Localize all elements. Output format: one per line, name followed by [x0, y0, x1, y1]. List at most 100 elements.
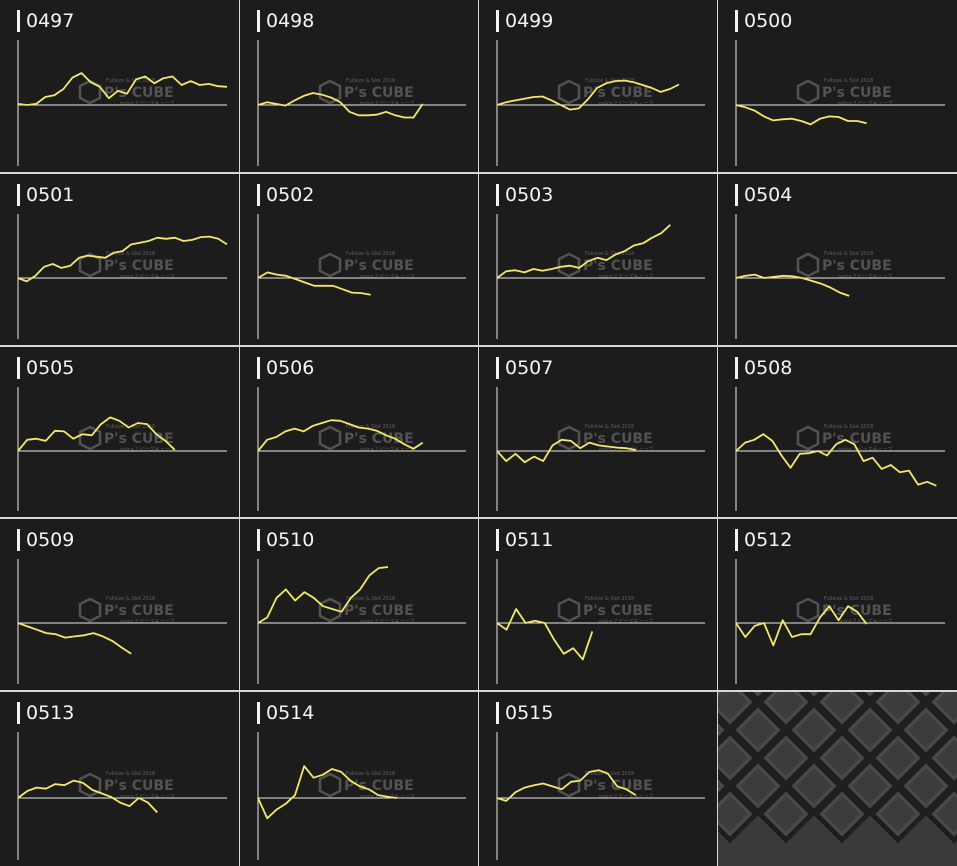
chart-panel: 0502 Fullsize & Slot 2018 P's CUBE noIco.2 …: [240, 174, 478, 345]
title-accent-bar: [257, 702, 260, 724]
svg-text:P's CUBE: P's CUBE: [344, 778, 414, 794]
svg-text:noIco.2 ピーズキューブ: noIco.2 ピーズキューブ: [120, 618, 174, 625]
cube-logo-icon: [78, 597, 102, 623]
chart-panel: 0506 Fullsize & Slot 2018 P's CUBE noIco.2 …: [240, 347, 478, 517]
title-accent-bar: [17, 357, 20, 379]
title-accent-bar: [496, 529, 499, 551]
svg-text:Fullsize & Slot 2018: Fullsize & Slot 2018: [585, 251, 634, 257]
chart-title: 0513: [26, 702, 75, 724]
chart-title: 0500: [744, 10, 793, 32]
chart-panel: 0514 Fullsize & Slot 2018 P's CUBE noIco.2 …: [240, 692, 478, 866]
svg-text:P's CUBE: P's CUBE: [344, 431, 414, 447]
cube-logo-icon: [318, 425, 342, 451]
svg-text:Fullsize & Slot 2018: Fullsize & Slot 2018: [106, 78, 155, 84]
series-line: [496, 769, 637, 802]
title-accent-bar: [735, 184, 738, 206]
chart-panel: 0510 Fullsize & Slot 2018 P's CUBE noIco.2 …: [240, 519, 478, 690]
series-line: [735, 104, 867, 126]
svg-text:noIco.2 ピーズキューブ: noIco.2 ピーズキューブ: [838, 446, 892, 453]
svg-text:P's CUBE: P's CUBE: [344, 603, 414, 619]
svg-text:P's CUBE: P's CUBE: [583, 85, 653, 101]
title-accent-bar: [735, 10, 738, 32]
svg-text:Fullsize & Slot 2018: Fullsize & Slot 2018: [346, 424, 395, 430]
chart-title: 0501: [26, 184, 75, 206]
series-line: [17, 235, 228, 283]
chart-title: 0511: [505, 529, 554, 551]
chart-panel: 0501 Fullsize & Slot 2018 P's CUBE noIco.2 …: [0, 174, 239, 345]
svg-text:noIco.2 ピーズキューブ: noIco.2 ピーズキューブ: [599, 618, 653, 625]
svg-text:Fullsize & Slot 2018: Fullsize & Slot 2018: [106, 251, 155, 257]
cube-logo-icon: [557, 79, 581, 105]
series-line: [257, 271, 371, 296]
cube-logo-icon: [557, 425, 581, 451]
svg-text:Fullsize & Slot 2018: Fullsize & Slot 2018: [824, 424, 873, 430]
chart-title: 0504: [744, 184, 793, 206]
svg-text:Fullsize & Slot 2018: Fullsize & Slot 2018: [585, 771, 634, 777]
cube-logo-icon: [78, 425, 102, 451]
chart-title: 0512: [744, 529, 793, 551]
chart-panel: 0508 Fullsize & Slot 2018 P's CUBE noIco.2 …: [718, 347, 957, 517]
svg-text:noIco.2 ピーズキューブ: noIco.2 ピーズキューブ: [838, 273, 892, 280]
cube-logo-icon: [318, 772, 342, 798]
svg-text:noIco.2 ピーズキューブ: noIco.2 ピーズキューブ: [599, 793, 653, 800]
svg-text:noIco.2 ピーズキューブ: noIco.2 ピーズキューブ: [120, 100, 174, 107]
series-line: [17, 72, 228, 106]
svg-text:P's CUBE: P's CUBE: [104, 258, 174, 274]
chart-panel: 0511 Fullsize & Slot 2018 P's CUBE noIco.2 …: [479, 519, 717, 690]
series-line: [257, 419, 424, 452]
chart-panel: 0497 Fullsize & Slot 2018 P's CUBE noIco.2 …: [0, 0, 239, 172]
series-line: [735, 605, 868, 647]
svg-text:Fullsize & Slot 2018: Fullsize & Slot 2018: [106, 596, 155, 602]
title-accent-bar: [496, 184, 499, 206]
chart-title: 0509: [26, 529, 75, 551]
chart-title: 0503: [505, 184, 554, 206]
svg-text:noIco.2 ピーズキューブ: noIco.2 ピーズキューブ: [360, 446, 414, 453]
cube-logo-icon: [796, 425, 820, 451]
svg-text:Fullsize & Slot 2018: Fullsize & Slot 2018: [106, 771, 155, 777]
title-accent-bar: [496, 357, 499, 379]
svg-text:P's CUBE: P's CUBE: [104, 778, 174, 794]
chart-panel: 0498 Fullsize & Slot 2018 P's CUBE noIco.2 …: [240, 0, 478, 172]
cube-logo-icon: [557, 252, 581, 278]
svg-text:noIco.2 ピーズキューブ: noIco.2 ピーズキューブ: [599, 446, 653, 453]
series-line: [257, 765, 397, 820]
title-accent-bar: [17, 10, 20, 32]
svg-text:Fullsize & Slot 2018: Fullsize & Slot 2018: [585, 78, 634, 84]
svg-text:noIco.2 ピーズキューブ: noIco.2 ピーズキューブ: [838, 100, 892, 107]
series-line: [257, 566, 389, 624]
svg-text:noIco.2 ピーズキューブ: noIco.2 ピーズキューブ: [360, 100, 414, 107]
title-accent-bar: [496, 702, 499, 724]
series-line: [735, 433, 937, 487]
svg-text:P's CUBE: P's CUBE: [822, 258, 892, 274]
svg-text:noIco.2 ピーズキューブ: noIco.2 ピーズキューブ: [599, 100, 653, 107]
series-line: [17, 622, 132, 655]
chart-panel: 0500 Fullsize & Slot 2018 P's CUBE noIco.2 …: [718, 0, 957, 172]
cube-logo-icon: [78, 252, 102, 278]
title-accent-bar: [17, 184, 20, 206]
cube-logo-icon: [318, 252, 342, 278]
svg-text:P's CUBE: P's CUBE: [822, 431, 892, 447]
svg-text:noIco.2 ピーズキューブ: noIco.2 ピーズキューブ: [120, 446, 174, 453]
series-line: [496, 438, 636, 464]
diamond-pattern-icon: [718, 692, 957, 844]
chart-title: 0506: [266, 357, 315, 379]
